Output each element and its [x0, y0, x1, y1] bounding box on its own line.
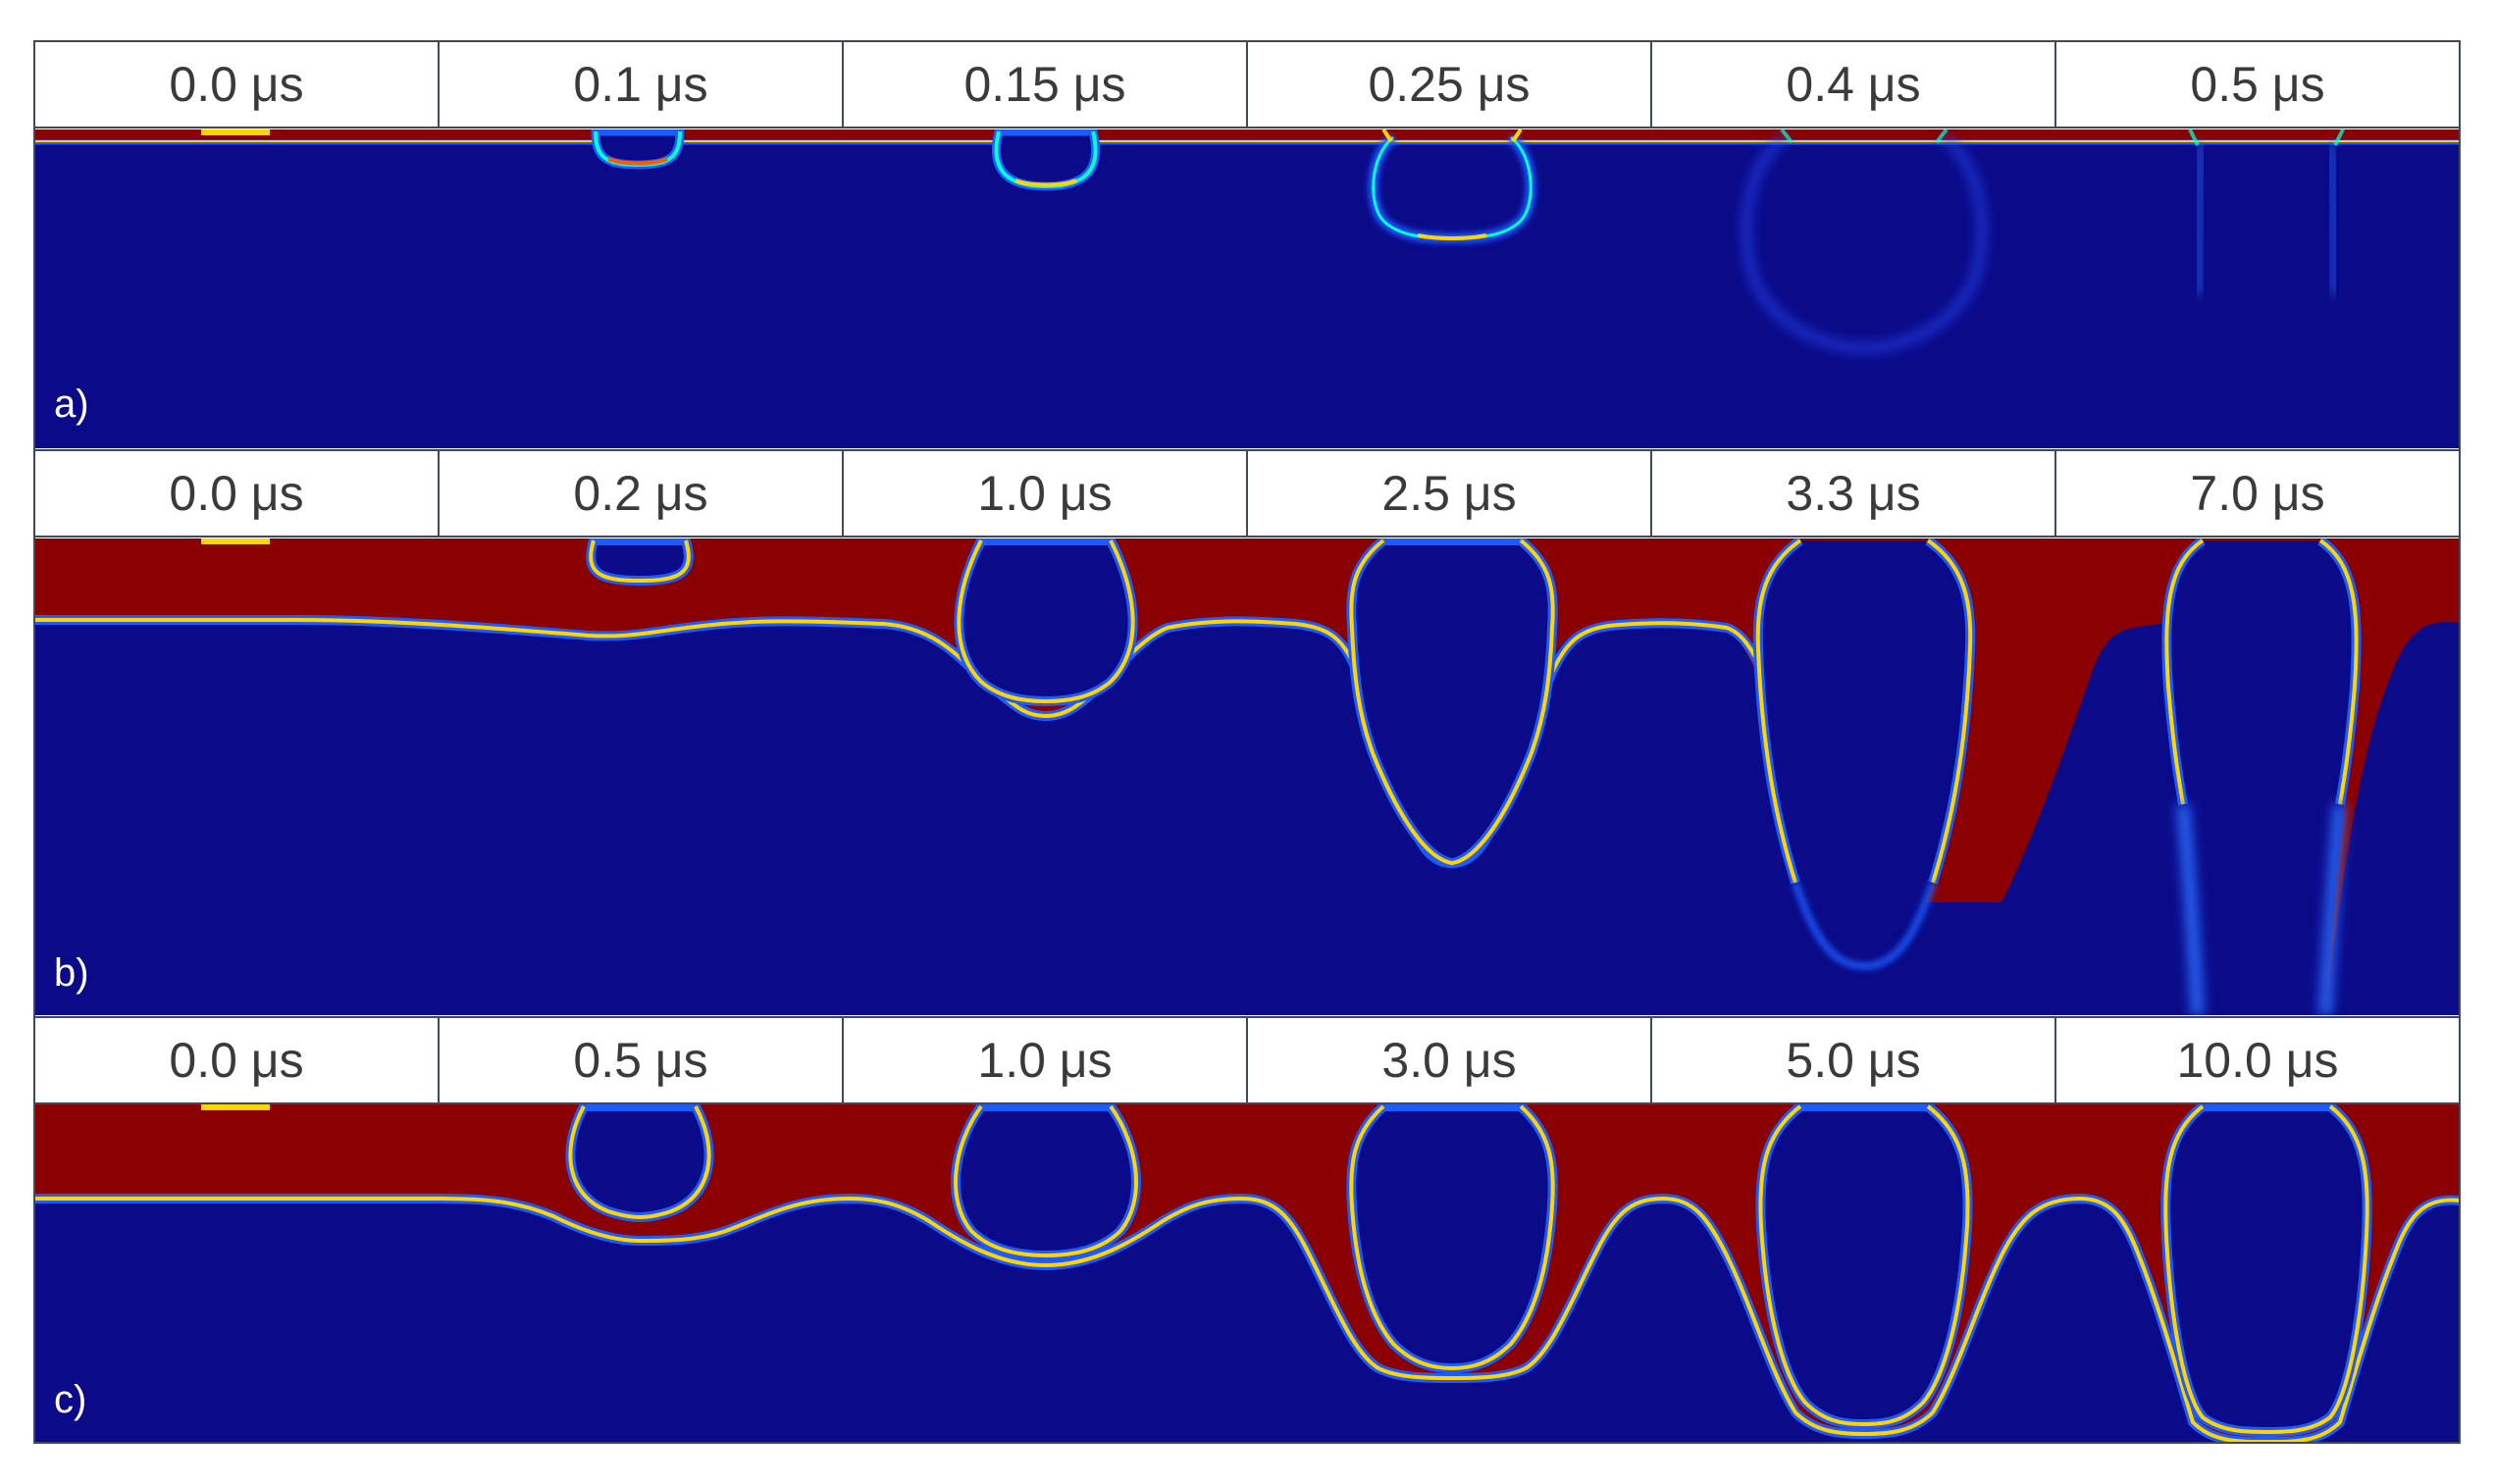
panel-b-cavity-4: [1752, 538, 1976, 971]
time-label: 0.5 μs: [573, 1033, 707, 1088]
panel-b-bubble-2: [954, 538, 1138, 707]
panel-c-cavity-4: [1755, 1104, 1973, 1430]
panel-c-label: c): [54, 1378, 86, 1421]
time-cell: 3.3 μs: [1650, 449, 2056, 537]
panel-c-cavity-3: [1346, 1104, 1558, 1374]
time-label: 0.5 μs: [2190, 57, 2324, 112]
time-cell: 0.0 μs: [33, 449, 440, 537]
panel-b-header: 0.0 μs 0.2 μs 1.0 μs 2.5 μs 3.3 μs 7.0 μs: [33, 449, 2461, 537]
time-label: 0.1 μs: [573, 57, 707, 112]
panel-a-bubble-2: [991, 129, 1101, 191]
time-label: 1.0 μs: [977, 466, 1112, 521]
time-cell: 1.0 μs: [842, 1016, 1248, 1104]
time-cell: 0.0 μs: [33, 40, 440, 128]
panel-b: b): [34, 538, 2460, 1015]
panel-a-bubble-3: [1368, 129, 1536, 244]
time-label: 7.0 μs: [2190, 466, 2324, 521]
time-headers: 0.0 μs 0.1 μs 0.15 μs 0.25 μs 0.4 μs 0.5 μs0.…: [33, 40, 2461, 1104]
panel-b-bubble-1: [586, 538, 694, 587]
panel-a-header: 0.0 μs 0.1 μs 0.15 μs 0.25 μs 0.4 μs 0.5 μs: [33, 40, 2461, 128]
time-label: 10.0 μs: [2176, 1033, 2338, 1088]
panel-c: c): [34, 1104, 2460, 1443]
panel-b-cavity-3: [1346, 538, 1558, 869]
time-cell: 3.0 μs: [1246, 1016, 1652, 1104]
panel-a-label: a): [54, 383, 89, 426]
time-cell: 7.0 μs: [2054, 449, 2461, 537]
time-label: 0.25 μs: [1368, 57, 1530, 112]
time-label: 5.0 μs: [1786, 1033, 1920, 1088]
time-label: 0.4 μs: [1786, 57, 1920, 112]
time-label: 3.0 μs: [1381, 1033, 1516, 1088]
panel-a-field: [34, 129, 2460, 448]
time-cell: 0.25 μs: [1246, 40, 1652, 128]
time-cell: 0.5 μs: [438, 1016, 844, 1104]
time-label: 1.0 μs: [977, 1033, 1112, 1088]
time-label: 0.0 μs: [169, 1033, 303, 1088]
time-cell: 0.5 μs: [2054, 40, 2461, 128]
time-label: 0.2 μs: [573, 466, 707, 521]
panel-a-shock-front: [1742, 129, 1986, 353]
time-cell: 0.0 μs: [33, 1016, 440, 1104]
time-label: 0.0 μs: [169, 466, 303, 521]
panel-c-cavity-5: [2160, 1104, 2372, 1438]
time-cell: 5.0 μs: [1650, 1016, 2056, 1104]
time-label: 3.3 μs: [1786, 466, 1920, 521]
panel-c-header: 0.0 μs 0.5 μs 1.0 μs 3.0 μs 5.0 μs 10.0 μs: [33, 1016, 2461, 1104]
panel-c-bubble-2: [951, 1104, 1141, 1261]
time-label: 2.5 μs: [1381, 466, 1516, 521]
time-cell: 10.0 μs: [2054, 1016, 2461, 1104]
panel-b-label: b): [54, 951, 89, 995]
panel-a-streaks: [2109, 129, 2423, 295]
time-cell: 1.0 μs: [842, 449, 1248, 537]
panel-a-bubble-1: [591, 129, 685, 170]
time-cell: 0.1 μs: [438, 40, 844, 128]
panel-b-cavity-5: [2161, 538, 2362, 1015]
panel-a: a): [34, 129, 2460, 448]
time-cell: 0.15 μs: [842, 40, 1248, 128]
time-label: 0.15 μs: [963, 57, 1125, 112]
panel-c-bubble-1: [565, 1104, 714, 1223]
time-cell: 0.4 μs: [1650, 40, 2056, 128]
time-cell: 0.2 μs: [438, 449, 844, 537]
time-cell: 2.5 μs: [1246, 449, 1652, 537]
time-label: 0.0 μs: [169, 57, 303, 112]
